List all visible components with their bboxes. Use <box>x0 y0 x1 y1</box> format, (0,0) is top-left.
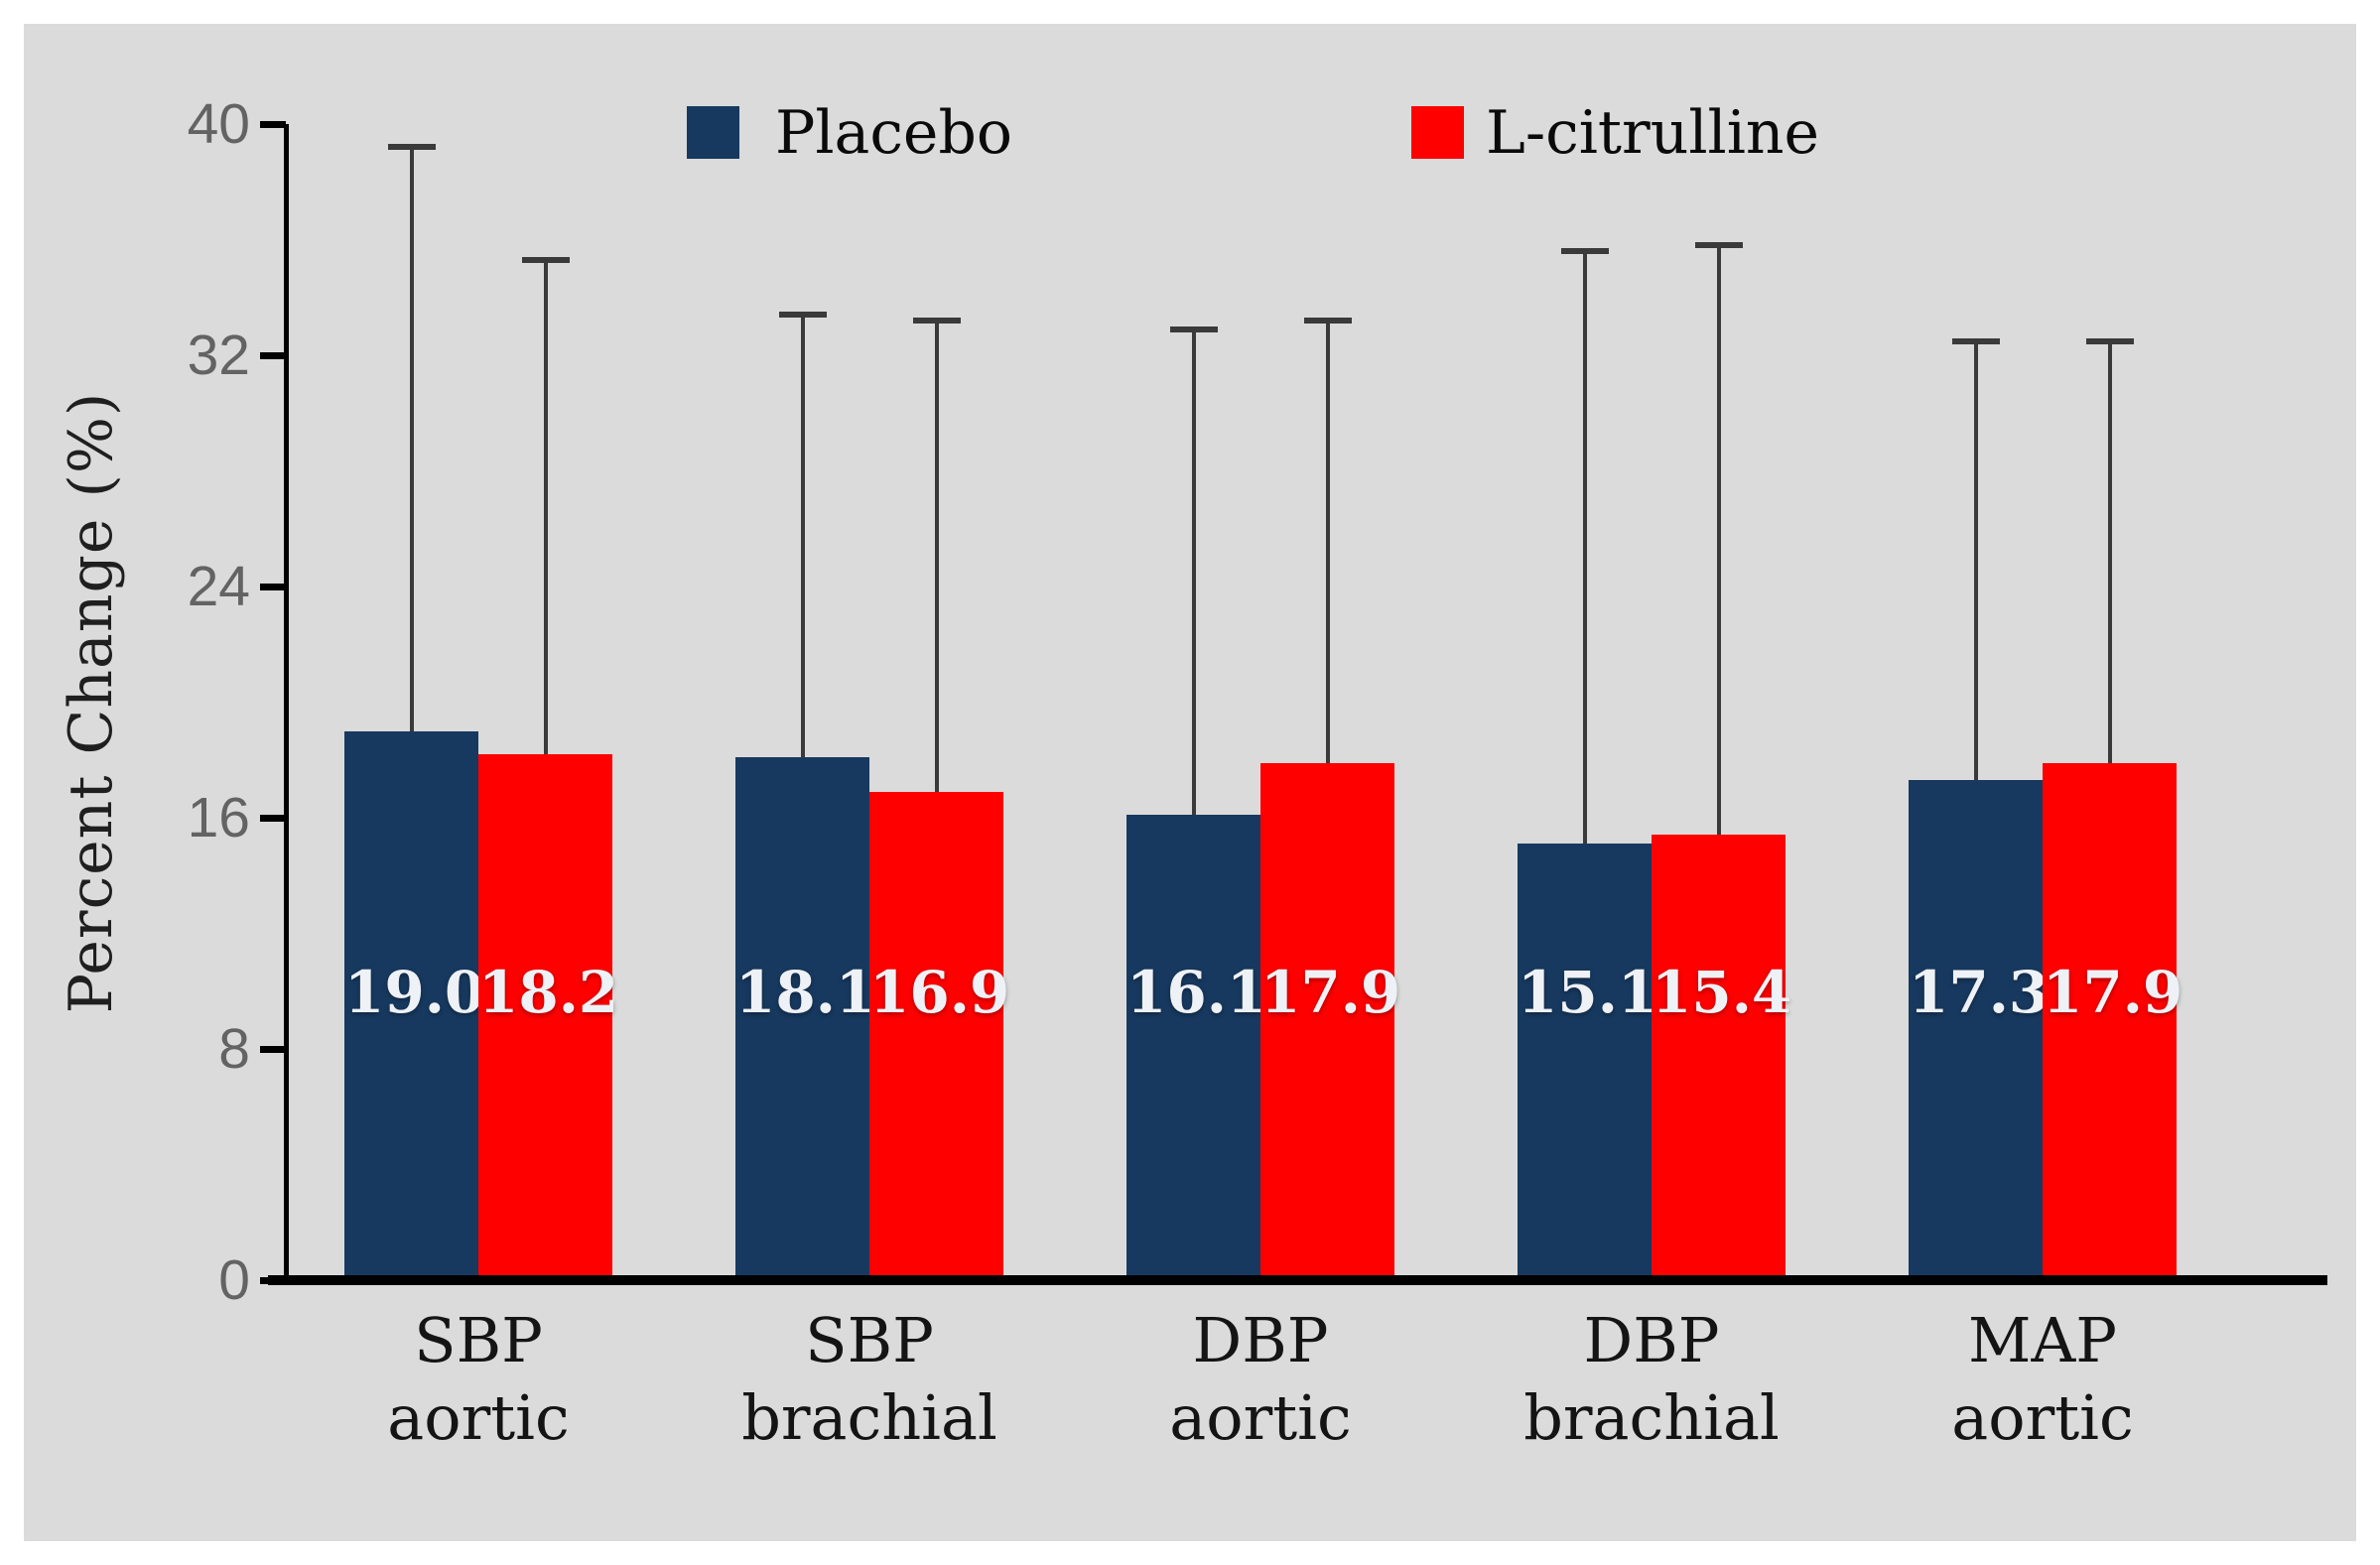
y-axis-tick <box>260 1046 286 1053</box>
category-label-line: aortic <box>1951 1381 2134 1454</box>
error-bar <box>409 144 414 731</box>
y-axis-line <box>284 124 289 1280</box>
y-axis-tick <box>260 584 286 590</box>
error-bar <box>1582 248 1587 845</box>
y-axis-tick-label: 40 <box>187 92 250 156</box>
category-label-line: SBP <box>805 1304 934 1376</box>
error-bar-cap <box>2085 337 2134 344</box>
error-bar-cap <box>1694 242 1743 249</box>
bar-placebo <box>735 756 869 1283</box>
y-axis-tick <box>260 352 286 359</box>
error-bar-cap <box>778 312 827 319</box>
error-bar <box>1716 242 1721 836</box>
bar-l-citrulline <box>1260 762 1394 1283</box>
bar-value-label: 19.0 <box>344 959 485 1026</box>
bar-value-label: 15.4 <box>1652 959 1792 1026</box>
error-bar-cap <box>521 256 570 263</box>
category-label-line: MAP <box>1968 1304 2117 1376</box>
x-axis-line <box>268 1275 2327 1285</box>
bar-value-label: 17.9 <box>2043 959 2183 1026</box>
error-bar <box>1191 326 1196 816</box>
legend-swatch-placebo <box>687 106 739 159</box>
bar-l-citrulline <box>2043 762 2177 1283</box>
legend-label-placebo: Placebo <box>775 98 1012 168</box>
category-label-line: SBP <box>414 1304 543 1376</box>
error-bar <box>543 256 548 754</box>
y-axis-tick-label: 32 <box>187 324 250 387</box>
y-axis-tick-label: 16 <box>187 786 250 849</box>
bar-placebo <box>1909 780 2043 1283</box>
category-label-line: aortic <box>1169 1381 1352 1454</box>
bar-value-label: 16.9 <box>869 959 1010 1026</box>
category-label-line: aortic <box>387 1381 570 1454</box>
bar-l-citrulline <box>1652 835 1785 1283</box>
category-label: DBP brachial <box>1458 1302 1845 1457</box>
y-axis-tick-label: 24 <box>187 555 250 618</box>
error-bar-cap <box>1951 337 2000 344</box>
category-label: MAP aortic <box>1849 1302 2236 1457</box>
y-axis-tick-label: 0 <box>218 1248 250 1312</box>
category-label-line: DBP <box>1192 1304 1329 1376</box>
category-label-line: DBP <box>1583 1304 1720 1376</box>
bar-value-label: 16.1 <box>1126 959 1267 1026</box>
bar-value-label: 18.2 <box>478 959 619 1026</box>
bar-l-citrulline <box>478 753 612 1283</box>
legend-label-l-citrulline: L-citrulline <box>1486 98 1820 168</box>
bar-placebo <box>1518 844 1652 1283</box>
bar-value-label: 15.1 <box>1518 959 1658 1026</box>
error-bar <box>934 318 939 792</box>
category-label: DBP aortic <box>1067 1302 1454 1457</box>
bar-placebo <box>344 730 478 1283</box>
category-label: SBP brachial <box>676 1302 1063 1457</box>
error-bar <box>800 312 805 757</box>
bar-l-citrulline <box>869 791 1003 1283</box>
bar-placebo <box>1126 815 1260 1283</box>
error-bar <box>2107 337 2112 763</box>
bar-value-label: 18.1 <box>735 959 876 1026</box>
y-axis-tick <box>260 121 286 128</box>
category-label: SBP aortic <box>285 1302 672 1457</box>
legend-swatch-l-citrulline <box>1411 106 1464 159</box>
category-label-line: brachial <box>1523 1381 1780 1454</box>
error-bar-cap <box>912 318 961 325</box>
error-bar <box>1325 318 1330 763</box>
category-label-line: brachial <box>741 1381 997 1454</box>
error-bar <box>1973 337 1978 781</box>
error-bar-cap <box>1560 248 1609 255</box>
bar-value-label: 17.9 <box>1260 959 1401 1026</box>
bar-value-label: 17.3 <box>1909 959 2049 1026</box>
y-axis-tick-label: 8 <box>218 1017 250 1081</box>
error-bar-cap <box>1303 318 1352 325</box>
y-axis-tick <box>260 815 286 822</box>
error-bar-cap <box>1169 326 1218 332</box>
error-bar-cap <box>387 144 436 151</box>
